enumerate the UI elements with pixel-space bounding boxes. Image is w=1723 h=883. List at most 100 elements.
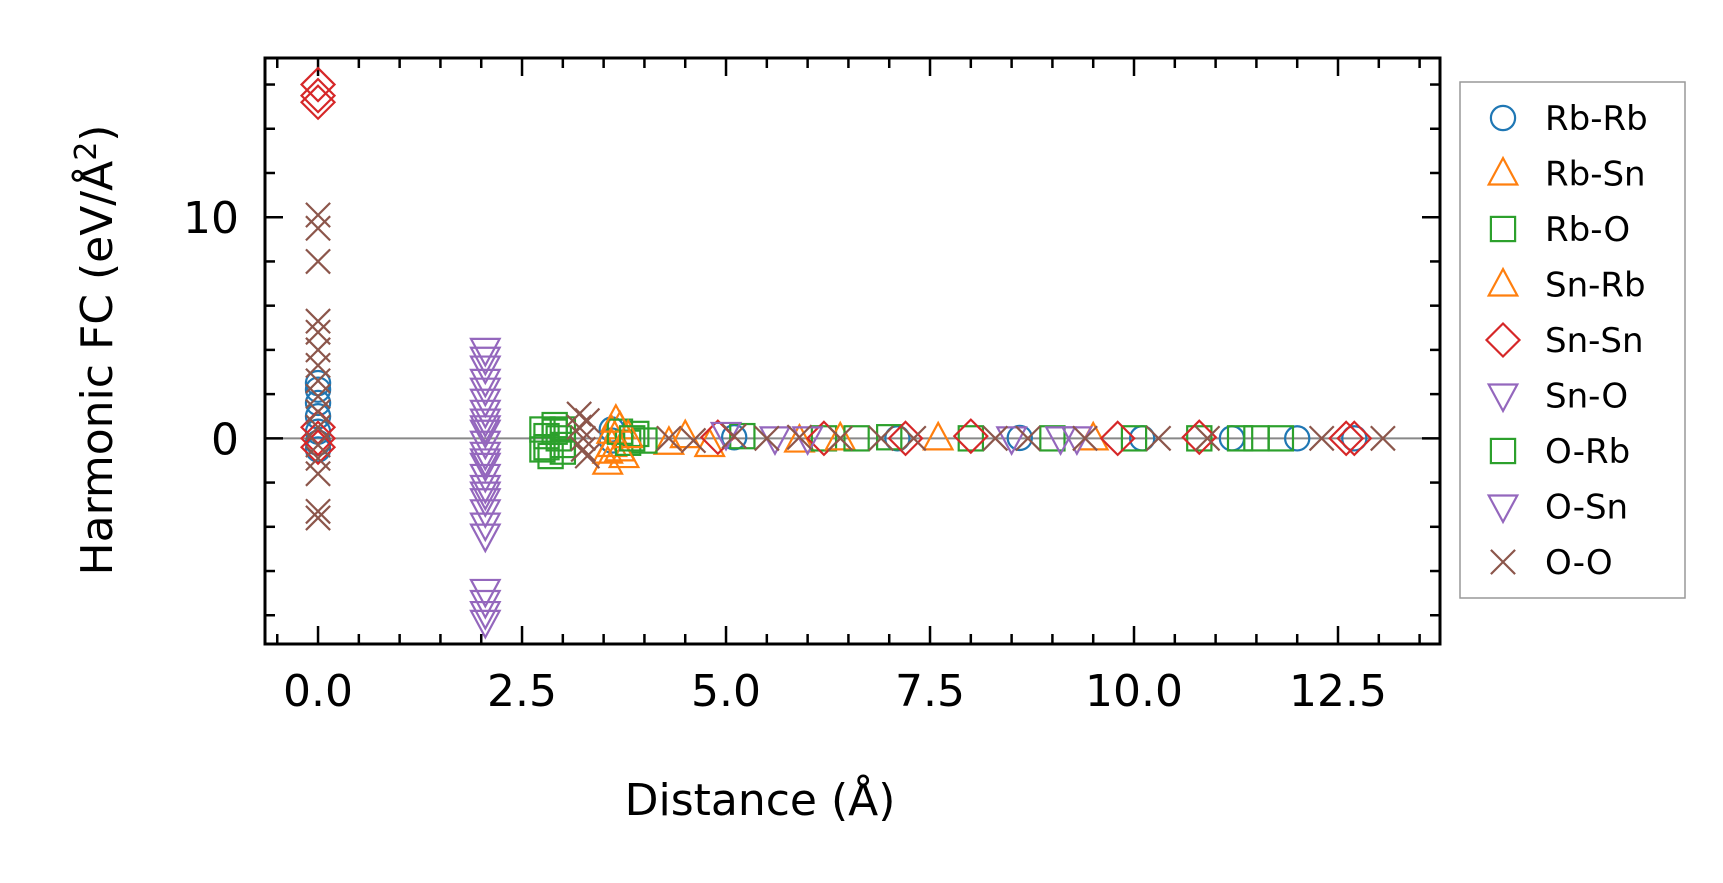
legend-label-o-sn: O-Sn — [1545, 488, 1628, 528]
marker-rb-o — [1120, 425, 1148, 452]
marker-rb-rb — [884, 425, 911, 452]
marker-sn-sn — [1099, 420, 1136, 457]
marker-sn-sn — [299, 77, 337, 114]
marker-rb-o — [876, 424, 903, 451]
marker-sn-sn — [887, 420, 924, 457]
marker-rb-o — [623, 420, 650, 448]
marker-o-o — [753, 425, 780, 452]
marker-o-rb — [618, 425, 646, 452]
marker-o-o — [305, 215, 331, 242]
marker-o-o — [1072, 425, 1098, 452]
marker-sn-o — [469, 377, 502, 408]
x-tick-label: 12.5 — [1289, 666, 1387, 717]
marker-sn-o — [469, 388, 502, 419]
legend-entry-sn-o: Sn-O — [1486, 377, 1628, 417]
legend-label-rb-o: Rb-O — [1545, 210, 1630, 250]
marker-sn-o — [469, 368, 502, 399]
marker-o-sn — [469, 481, 502, 512]
major-ticks — [265, 58, 1440, 644]
marker-o-o — [1015, 425, 1041, 452]
marker-o-o — [1145, 425, 1172, 452]
legend-marker-rb-o — [1489, 215, 1517, 243]
marker-o-o — [786, 424, 813, 451]
legend-marker-sn-o — [1486, 383, 1520, 414]
marker-rb-rb — [304, 403, 332, 430]
y-tick-label: 0 — [211, 414, 239, 465]
marker-o-o — [1194, 425, 1221, 452]
marker-o-o — [1370, 425, 1396, 452]
legend-marker-o-o — [1490, 549, 1516, 575]
legend-marker-rb-sn — [1486, 155, 1520, 186]
marker-sn-o — [469, 430, 502, 461]
minor-ticks — [265, 58, 1440, 644]
marker-o-o — [305, 414, 331, 441]
marker-rb-rb — [1006, 424, 1033, 452]
x-tick-label: 7.5 — [895, 666, 965, 717]
marker-sn-o — [469, 523, 502, 554]
marker-o-rb — [549, 438, 577, 465]
legend-entry-o-sn: O-Sn — [1486, 488, 1628, 528]
marker-sn-o — [469, 578, 502, 609]
marker-rb-rb — [304, 376, 332, 403]
marker-rb-rb — [1284, 425, 1311, 452]
marker-o-o — [305, 505, 331, 531]
marker-sn-o — [469, 589, 502, 620]
marker-o-o — [305, 432, 331, 458]
marker-o-rb — [541, 418, 568, 445]
y-tick-label: 10 — [183, 193, 239, 244]
marker-rb-o — [957, 425, 985, 452]
marker-rb-o — [1267, 425, 1295, 452]
marker-o-o — [1308, 425, 1335, 452]
marker-rb-rb — [304, 389, 332, 417]
x-tick-label: 2.5 — [487, 666, 557, 717]
marker-sn-sn — [1328, 420, 1365, 457]
marker-o-o — [900, 425, 927, 452]
marker-sn-o — [469, 452, 502, 483]
x-tick-label: 5.0 — [691, 666, 761, 717]
marker-o-o — [680, 427, 707, 454]
marker-rb-rb — [304, 436, 332, 463]
marker-o-o — [656, 425, 682, 452]
legend-entry-sn-rb: Sn-Rb — [1486, 266, 1646, 306]
marker-o-o — [827, 425, 854, 452]
marker-sn-o — [469, 600, 502, 631]
y-axis-label-main: Harmonic FC (eV/Å — [70, 161, 123, 576]
y-axis-label-close: ) — [72, 125, 123, 142]
marker-sn-sn — [299, 66, 337, 103]
legend-label-rb-sn: Rb-Sn — [1545, 155, 1646, 195]
marker-sn-o — [469, 337, 502, 368]
marker-o-sn — [1044, 426, 1077, 457]
x-tick-label: 0.0 — [283, 666, 353, 717]
marker-o-o — [305, 319, 331, 346]
y-axis-label: Harmonic FC (eV/Å2) — [69, 125, 123, 576]
marker-sn-o — [469, 609, 502, 640]
marker-sn-o — [469, 399, 502, 430]
marker-rb-sn — [693, 427, 726, 458]
legend-entry-rb-o: Rb-O — [1489, 210, 1630, 250]
marker-o-rb — [1226, 425, 1254, 452]
legend-label-o-o: O-O — [1545, 543, 1613, 583]
marker-sn-o — [791, 426, 824, 457]
marker-rb-o — [1186, 425, 1213, 452]
marker-o-o — [305, 460, 331, 487]
legend-marker-rb-rb — [1489, 104, 1517, 132]
marker-sn-sn — [1181, 419, 1218, 456]
marker-o-rb — [533, 433, 560, 461]
legend-label-sn-o: Sn-O — [1545, 377, 1628, 417]
legend-label-o-rb: O-Rb — [1545, 432, 1630, 472]
marker-sn-sn — [952, 418, 989, 455]
marker-sn-o — [469, 408, 502, 439]
x-tick-label: 10.0 — [1085, 666, 1183, 717]
marker-sn-o — [469, 419, 502, 450]
marker-rb-o — [729, 422, 756, 450]
marker-o-o — [982, 425, 1009, 452]
marker-rb-rb — [1341, 425, 1368, 452]
marker-rb-sn — [652, 425, 686, 455]
marker-sn-o — [469, 463, 502, 494]
marker-o-o — [574, 443, 601, 469]
legend-label-rb-rb: Rb-Rb — [1545, 99, 1648, 139]
x-tick-labels: 0.0 2.5 5.0 7.5 10.0 12.5 — [283, 666, 1387, 717]
legend: Rb-Rb Rb-Sn Rb-O Sn-Rb Sn-Sn Sn-O O-Rb O-Sn O-O — [1459, 81, 1686, 599]
y-tick-labels: 0 10 — [183, 193, 239, 465]
